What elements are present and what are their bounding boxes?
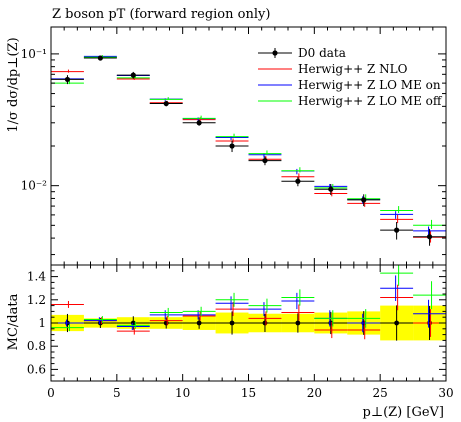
legend-item: Herwig++ Z LO ME off	[258, 94, 443, 108]
ratio-data-point	[394, 320, 400, 326]
data-point	[426, 234, 433, 240]
x-tick-label: 10	[175, 386, 190, 400]
data-point	[361, 197, 367, 203]
legend-item: Herwig++ Z LO ME on	[258, 78, 441, 92]
data-point	[295, 178, 301, 184]
ratio-y-tick-label: 0.6	[27, 362, 46, 376]
series-0	[51, 55, 446, 246]
x-tick-label: 20	[307, 386, 322, 400]
ratio-y-tick-label: 1	[38, 316, 46, 330]
y-tick-label: 10⁻¹	[21, 47, 47, 61]
legend: D0 data Herwig++ Z NLO Herwig++ Z LO ME on…	[258, 46, 443, 108]
ratio-data-point	[196, 320, 202, 326]
ratio-data-point	[262, 320, 268, 326]
ratio-panel-ticks: 0.6 0.8 1 1.2 1.4 0 5 10 15 20 25 30	[27, 264, 454, 400]
main-panel: 10⁻¹ 10⁻² Z boson pT (forward region only…	[6, 7, 447, 266]
x-tick-label: 5	[113, 386, 121, 400]
ratio-panel-marks	[51, 265, 446, 341]
ratio-panel: 0.6 0.8 1 1.2 1.4 0 5 10 15 20 25 30 MC/data p⊥(Z) …	[6, 264, 454, 420]
ratio-data-point	[295, 320, 301, 326]
data-point	[64, 76, 71, 83]
ratio-y-tick-label: 0.8	[27, 339, 46, 353]
data-point	[196, 120, 202, 126]
x-tick-label: 30	[438, 386, 453, 400]
data-point	[163, 100, 169, 107]
legend-marker	[272, 50, 278, 56]
x-tick-label: 25	[373, 386, 388, 400]
chart-title: Z boson pT (forward region only)	[52, 7, 270, 22]
data-point	[229, 143, 235, 149]
y-tick-label: 10⁻²	[21, 179, 48, 193]
legend-label: Herwig++ Z LO ME on	[298, 78, 441, 92]
x-tick-label: 15	[241, 386, 256, 400]
data-point	[130, 72, 136, 78]
data-point	[262, 157, 268, 164]
ratio-y-tick-label: 1.2	[27, 293, 46, 307]
data-point	[328, 186, 334, 192]
main-panel-marks	[51, 55, 446, 246]
ratio-y-tick-label: 1.4	[27, 270, 46, 284]
ratio-series-2	[51, 265, 446, 332]
legend-item: Herwig++ Z NLO	[258, 62, 408, 76]
main-panel-ticks: 10⁻¹ 10⁻²	[21, 27, 447, 265]
legend-label: Herwig++ Z NLO	[298, 62, 408, 76]
legend-item: D0 data	[258, 46, 346, 60]
x-tick-label: 0	[47, 386, 55, 400]
ratio-data-point	[163, 320, 169, 326]
legend-label: Herwig++ Z LO ME off	[298, 94, 443, 108]
legend-label: D0 data	[298, 46, 346, 60]
data-point	[394, 227, 400, 233]
data-point	[97, 55, 103, 61]
x-axis-label: p⊥(Z) [GeV]	[363, 405, 444, 420]
ratio-y-axis-label: MC/data	[6, 293, 21, 350]
main-y-axis-label: 1/σ dσ/dp⊥(Z)	[6, 37, 21, 132]
ratio-data-point	[229, 320, 235, 326]
